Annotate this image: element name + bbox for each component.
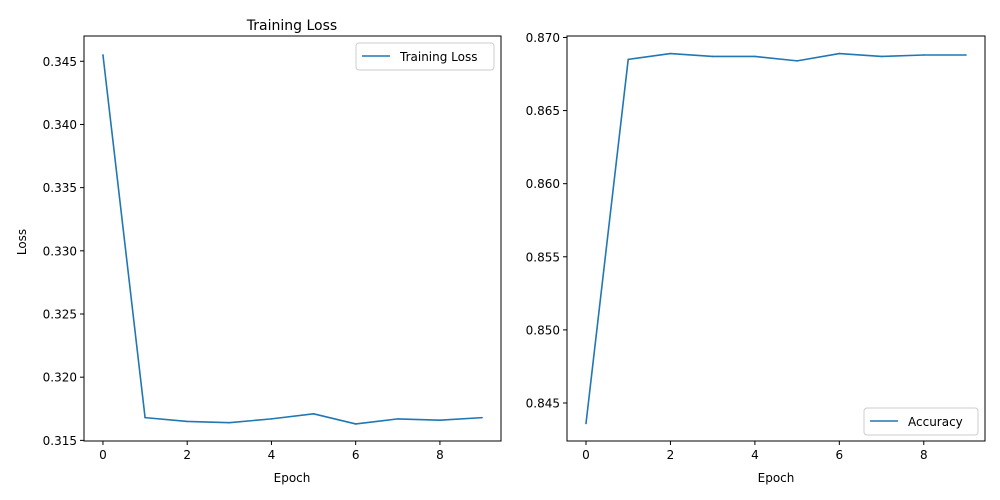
- loss-chart-data-point: [228, 421, 231, 424]
- loss-chart-x-tick-label: 2: [183, 448, 191, 462]
- loss-chart-data-point: [102, 54, 104, 56]
- loss-chart-y-tick-label: 0.320: [43, 371, 77, 385]
- accuracy-chart-y-tick-label: 0.865: [526, 104, 560, 118]
- loss-chart-y-tick-label: 0.315: [43, 434, 77, 448]
- accuracy-chart-y-tick-label: 0.870: [526, 31, 560, 45]
- accuracy-chart-legend-label: Accuracy: [908, 415, 963, 429]
- accuracy-chart-x-tick-label: 0: [582, 448, 590, 462]
- accuracy-chart-y-axis: 0.845 0.850 0.855 0.860 0.865 0.870: [526, 31, 567, 410]
- loss-chart-data-point: [144, 416, 146, 419]
- loss-chart-data-point: [312, 413, 315, 415]
- loss-chart-data-point: [186, 420, 188, 423]
- loss-chart-y-tick-label: 0.335: [43, 181, 77, 195]
- accuracy-chart-data-point: [880, 55, 883, 58]
- loss-chart-xlabel: Epoch: [274, 471, 311, 485]
- loss-chart-data-point: [397, 418, 399, 420]
- loss-chart-series-line: [102, 54, 483, 425]
- loss-chart-plot-area: [102, 54, 483, 425]
- loss-chart-frame: [83, 35, 502, 442]
- loss-chart-legend-label: Training Loss: [399, 50, 477, 64]
- accuracy-chart-y-tick-label: 0.860: [526, 177, 560, 191]
- accuracy-chart-y-tick-label: 0.845: [526, 396, 560, 410]
- loss-chart-x-tick-label: 6: [352, 448, 360, 462]
- accuracy-chart-data-point: [585, 422, 587, 425]
- accuracy-chart-series-line: [585, 52, 966, 424]
- accuracy-chart-x-tick-label: 2: [667, 448, 675, 462]
- loss-chart-data-point: [439, 419, 441, 421]
- loss-chart-y-tick-label: 0.325: [43, 308, 77, 322]
- loss-chart-x-axis: 0 2 4 6 8: [99, 441, 444, 462]
- accuracy-chart-data-point: [711, 55, 714, 58]
- accuracy-chart-data-point: [838, 52, 841, 55]
- accuracy-chart-data-point: [965, 54, 967, 56]
- accuracy-chart-frame: [566, 35, 986, 442]
- loss-chart-ylabel: Loss: [15, 229, 29, 255]
- accuracy-chart-x-tick-label: 6: [836, 448, 844, 462]
- loss-chart-x-tick-label: 8: [436, 448, 444, 462]
- accuracy-chart-plot-area: [585, 52, 967, 425]
- loss-chart-data-point: [354, 423, 357, 425]
- accuracy-chart-y-tick-label: 0.850: [526, 323, 560, 337]
- loss-chart-data-point: [481, 416, 483, 419]
- accuracy-chart-data-point: [627, 58, 630, 61]
- loss-chart-y-tick-label: 0.345: [43, 55, 77, 69]
- accuracy-chart-x-tick-label: 4: [751, 448, 759, 462]
- loss-chart-y-tick-label: 0.340: [43, 118, 77, 132]
- accuracy-chart-xlabel: Epoch: [758, 471, 795, 485]
- accuracy-chart-data-point: [922, 54, 925, 56]
- loss-chart-x-tick-label: 0: [99, 448, 107, 462]
- loss-chart-title: Training Loss: [246, 18, 337, 34]
- accuracy-chart-data-point: [796, 60, 798, 62]
- accuracy-chart-legend: Accuracy: [863, 407, 979, 436]
- accuracy-chart-data-point: [754, 55, 756, 58]
- loss-chart-y-axis: 0.315 0.320 0.325 0.330 0.335 0.340 0.345: [43, 55, 84, 448]
- accuracy-chart-x-axis: 0 2 4 6 8: [582, 441, 928, 462]
- accuracy-chart-legend-box: [863, 407, 979, 436]
- accuracy-chart-y-tick-label: 0.855: [526, 250, 560, 264]
- loss-chart-legend-box: [355, 42, 495, 71]
- accuracy-chart-x-tick-label: 8: [920, 448, 928, 462]
- loss-chart-x-tick-label: 4: [268, 448, 276, 462]
- accuracy-chart-data-point: [669, 52, 672, 55]
- loss-chart-y-tick-label: 0.330: [43, 244, 77, 258]
- loss-chart: Training Loss Epoch Loss 0 2 4 6 8 0.315 0.32…: [15, 18, 502, 485]
- loss-chart-legend: Training Loss: [355, 42, 495, 71]
- loss-chart-data-point: [270, 418, 273, 420]
